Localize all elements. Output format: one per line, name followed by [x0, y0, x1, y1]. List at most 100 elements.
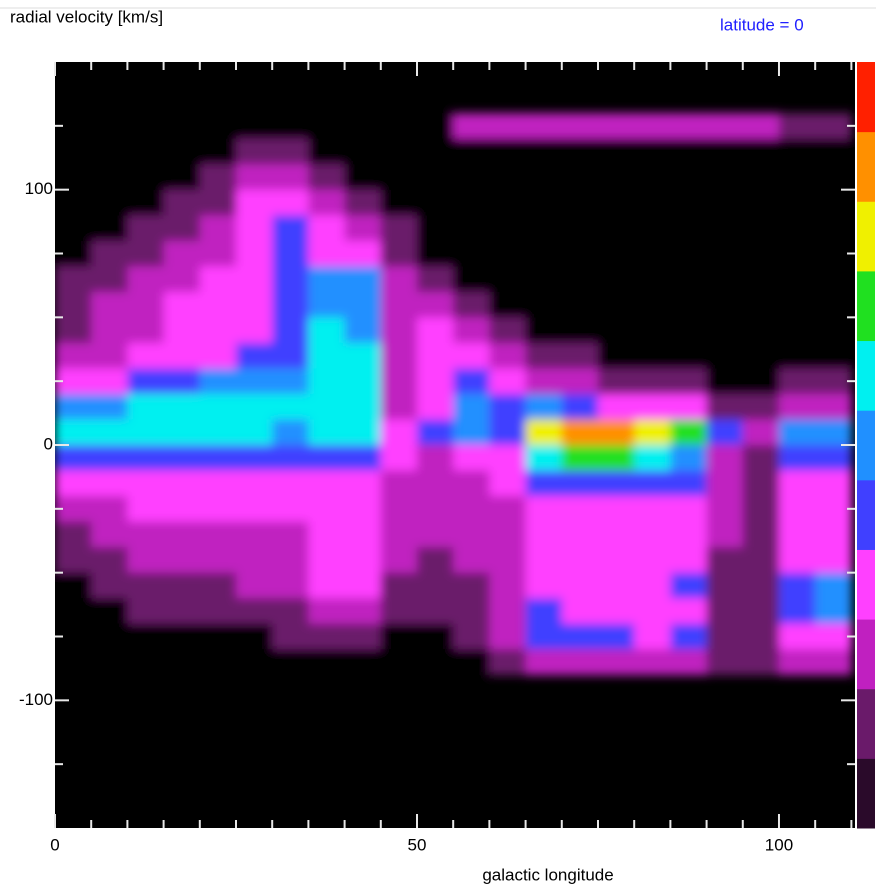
heatmap-cell [634, 266, 671, 293]
heatmap-cell [489, 393, 527, 420]
heatmap-cell [453, 266, 490, 293]
heatmap-cell [742, 113, 780, 140]
heatmap-cell [561, 113, 599, 140]
heatmap-cell [453, 393, 490, 420]
heatmap-cell [163, 368, 201, 395]
heatmap-cell [634, 393, 671, 420]
heatmap-cell [199, 215, 237, 242]
heatmap-cell [453, 240, 490, 267]
heatmap-cell [489, 496, 527, 523]
heatmap-cell [597, 547, 635, 574]
heatmap-cell [778, 291, 816, 318]
heatmap-cell [416, 368, 454, 395]
heatmap-cell [525, 393, 563, 420]
heatmap-cell [815, 215, 852, 242]
heatmap-cell [634, 189, 671, 216]
heatmap-cell [778, 445, 816, 472]
heatmap-cell [416, 470, 454, 497]
x-tick-label: 50 [408, 835, 427, 854]
heatmap-cell [597, 521, 635, 548]
heatmap-cell [597, 368, 635, 395]
heatmap-cell [706, 266, 744, 293]
heatmap-cell [597, 470, 635, 497]
heatmap-cell [199, 521, 237, 548]
heatmap-cell [55, 470, 92, 497]
heatmap-cell [778, 496, 816, 523]
heatmap-cell [235, 368, 273, 395]
heatmap-cell [91, 291, 128, 318]
heatmap-cell [453, 623, 490, 650]
y-tick-label: 0 [44, 434, 53, 453]
heatmap-cell [163, 649, 201, 676]
heatmap-cell [199, 419, 237, 446]
heatmap-cell [163, 113, 201, 140]
heatmap-cell [308, 342, 346, 369]
heatmap-cell [235, 547, 273, 574]
heatmap-cell [634, 317, 671, 344]
heatmap-cell [127, 138, 165, 165]
heatmap-cell [416, 291, 454, 318]
heatmap-cell [235, 572, 273, 599]
heatmap-cell [815, 572, 852, 599]
heatmap-cell [525, 445, 563, 472]
heatmap-cell [380, 368, 418, 395]
x-axis-label: galactic longitude [482, 865, 613, 884]
heatmap-cell [561, 215, 599, 242]
chart-title: radial velocity [km/s] [10, 7, 163, 26]
heatmap-cell [597, 419, 635, 446]
heatmap-cell [199, 291, 237, 318]
heatmap-cell [127, 240, 165, 267]
heatmap-cell [778, 189, 816, 216]
heatmap-cell [344, 393, 382, 420]
heatmap-cell [55, 138, 92, 165]
heatmap-cell [55, 266, 92, 293]
heatmap-cell [199, 623, 237, 650]
heatmap-cell [416, 623, 454, 650]
heatmap-cell [344, 368, 382, 395]
heatmap-cell [380, 572, 418, 599]
heatmap-cell [127, 623, 165, 650]
heatmap-cells [55, 113, 852, 676]
colorbar-segment [857, 340, 875, 411]
heatmap-cell [91, 572, 128, 599]
heatmap-cell [489, 164, 527, 191]
heatmap-cell [235, 164, 273, 191]
heatmap-cell [272, 470, 309, 497]
heatmap-cell [272, 317, 309, 344]
heatmap-cell [706, 189, 744, 216]
heatmap-cell [127, 547, 165, 574]
heatmap-cell [235, 496, 273, 523]
heatmap-cell [489, 342, 527, 369]
heatmap-cell [561, 266, 599, 293]
heatmap-cell [670, 470, 708, 497]
heatmap-cell [199, 342, 237, 369]
heatmap-cell [778, 598, 816, 625]
heatmap-cell [742, 266, 780, 293]
heatmap-cell [742, 572, 780, 599]
heatmap-cell [163, 266, 201, 293]
heatmap-cell [597, 572, 635, 599]
heatmap-cell [416, 138, 454, 165]
heatmap-cell [778, 547, 816, 574]
heatmap-cell [55, 572, 92, 599]
heatmap-cell [525, 649, 563, 676]
heatmap-cell [344, 521, 382, 548]
heatmap-cell [127, 598, 165, 625]
heatmap-cell [525, 240, 563, 267]
heatmap-cell [344, 240, 382, 267]
heatmap-cell [815, 419, 852, 446]
heatmap-cell [634, 215, 671, 242]
heatmap-cell [525, 266, 563, 293]
heatmap-cell [453, 317, 490, 344]
heatmap-cell [235, 393, 273, 420]
heatmap-cell [416, 317, 454, 344]
heatmap-cell [597, 240, 635, 267]
heatmap-cell [272, 623, 309, 650]
heatmap-cell [525, 317, 563, 344]
heatmap-cell [235, 342, 273, 369]
heatmap-cell [489, 623, 527, 650]
heatmap-cell [742, 368, 780, 395]
heatmap-cell [670, 598, 708, 625]
heatmap-cell [163, 164, 201, 191]
heatmap-cell [380, 342, 418, 369]
